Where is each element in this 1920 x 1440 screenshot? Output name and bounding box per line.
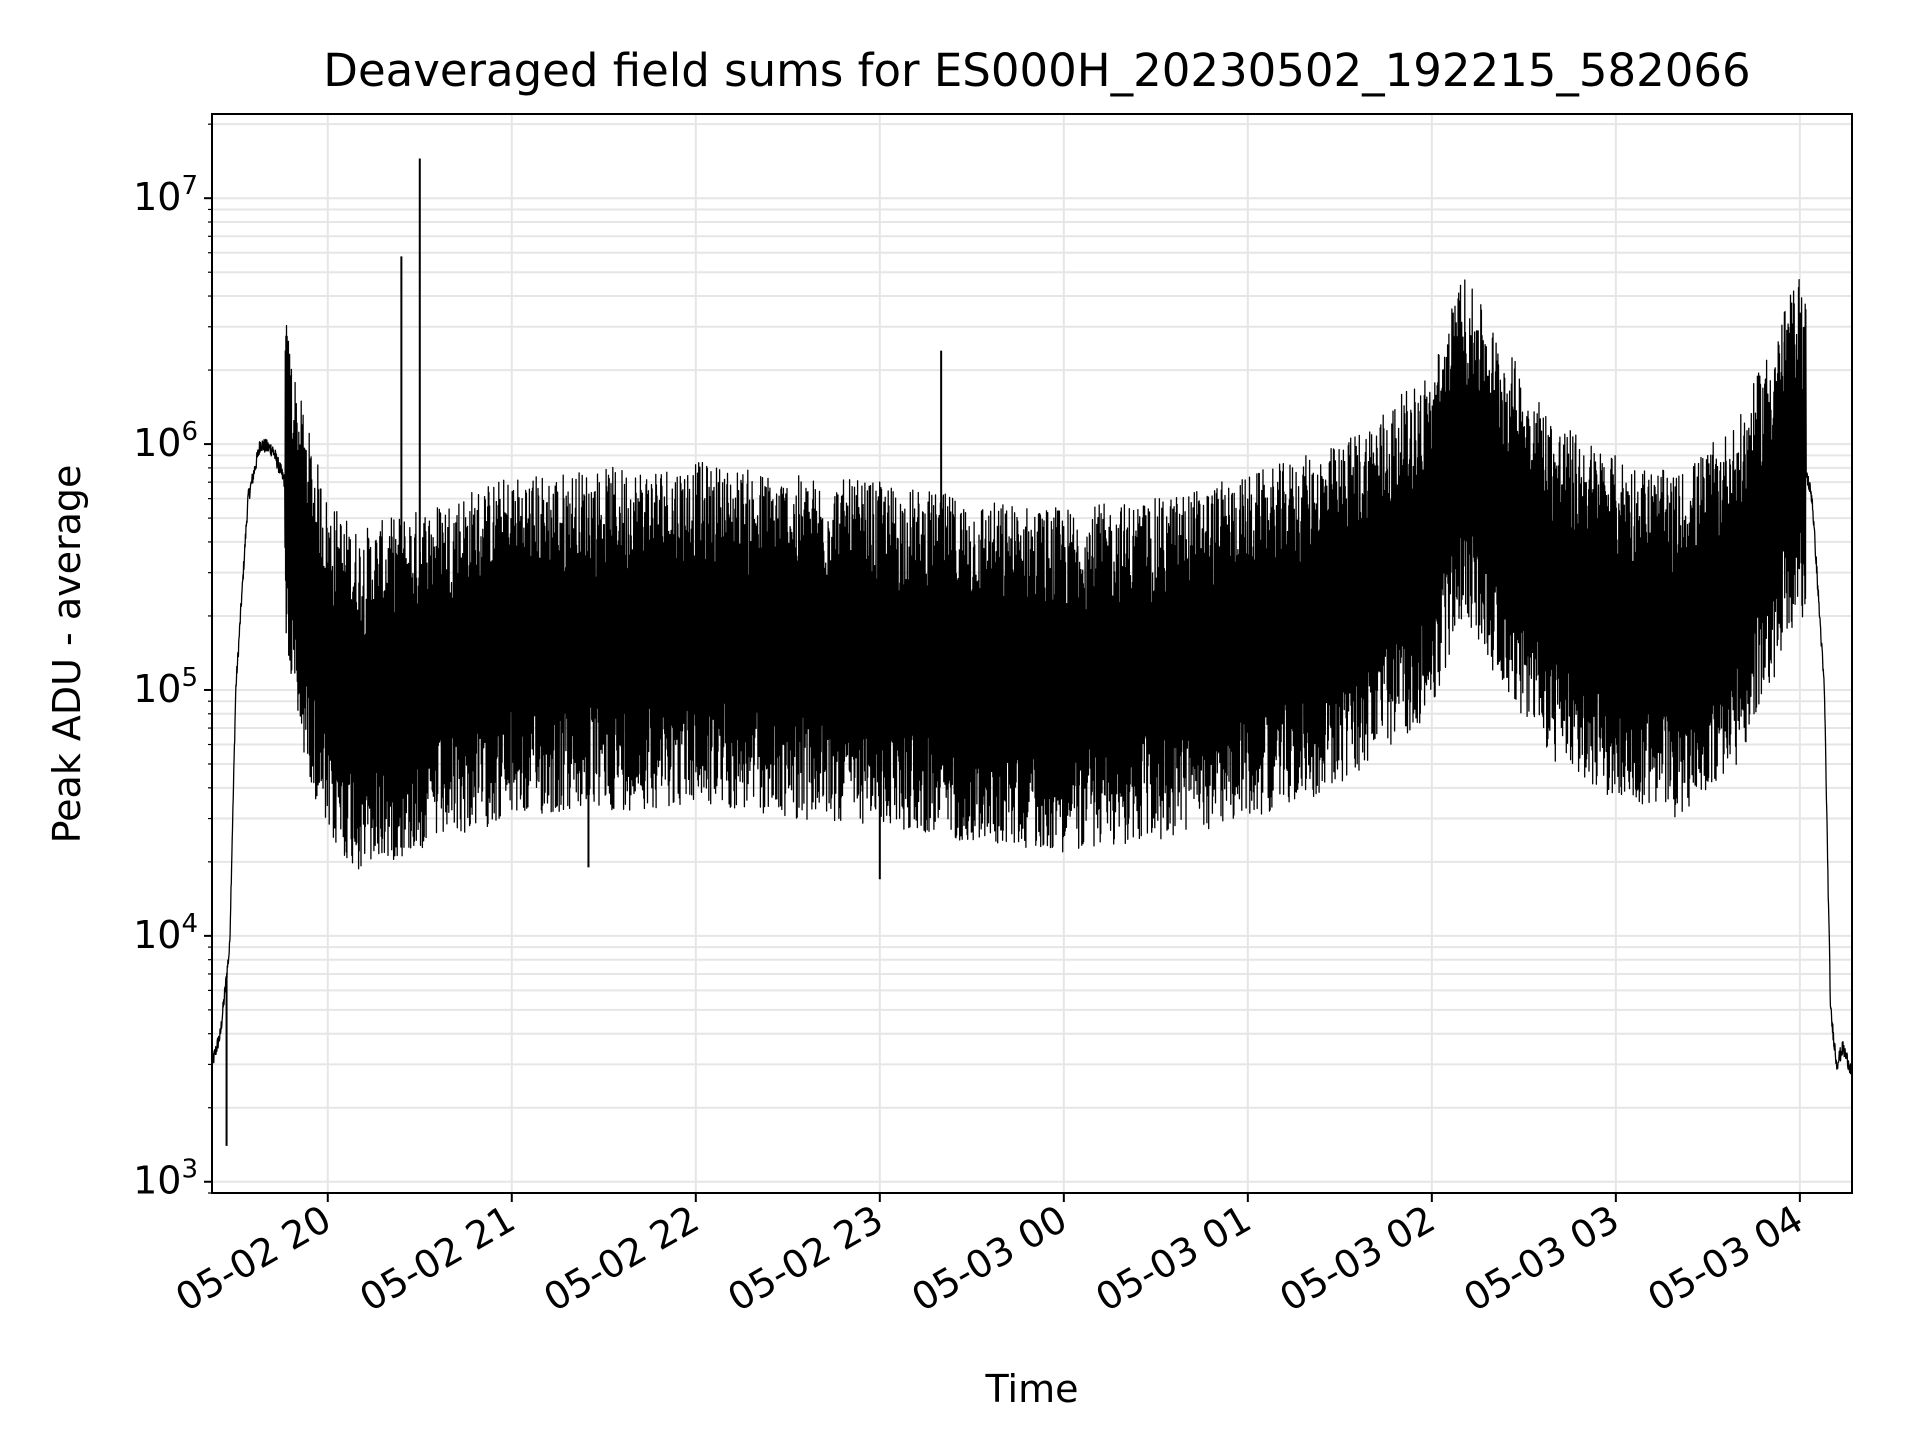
- y-axis-label: Peak ADU - average: [45, 465, 89, 844]
- y-tick-label: 103: [133, 1155, 198, 1203]
- series-line: [211, 279, 1853, 1075]
- plot-area: [211, 158, 1853, 1146]
- y-tick-label: 106: [133, 417, 198, 465]
- y-tick-label: 107: [133, 171, 198, 219]
- plot-frame: [211, 113, 1853, 1194]
- y-axis: 103 104 105 106 107: [133, 123, 212, 1203]
- y-tick-label: 104: [133, 909, 198, 957]
- y-tick-label: 105: [133, 663, 198, 711]
- chart-title: Deaveraged field sums for ES000H_2023050…: [323, 44, 1750, 97]
- x-axis-label: Time: [985, 1367, 1079, 1411]
